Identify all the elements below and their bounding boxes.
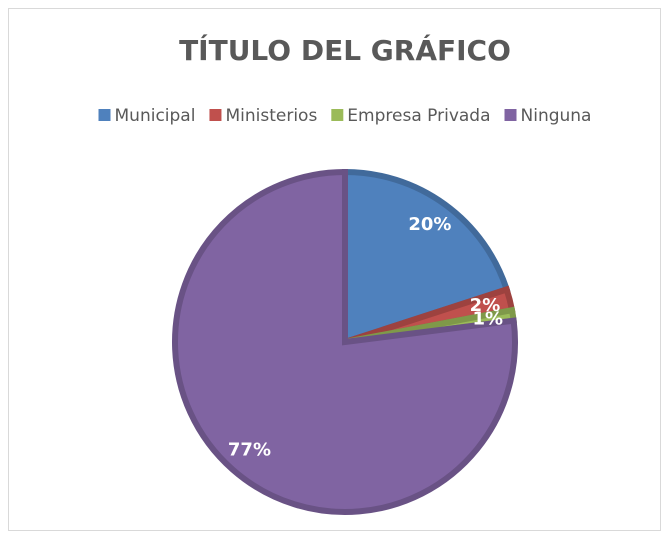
data-label: 2% — [470, 295, 501, 316]
chart-title: TÍTULO DEL GRÁFICO — [179, 33, 511, 67]
data-label: 1% — [472, 308, 503, 329]
legend-label: Municipal — [115, 106, 196, 126]
legend: Municipal Ministerios Empresa Privada Ningu… — [98, 106, 592, 126]
legend-label: Empresa Privada — [347, 106, 490, 126]
legend-swatch — [98, 109, 111, 121]
data-label: 20% — [408, 214, 451, 235]
legend-swatch — [331, 109, 344, 121]
legend-swatch — [504, 109, 517, 121]
legend-label: Ministerios — [225, 106, 317, 126]
pie-slice — [172, 168, 518, 515]
legend-swatch — [209, 109, 222, 121]
legend-label: Ninguna — [521, 106, 592, 126]
data-label: 77% — [228, 439, 271, 460]
